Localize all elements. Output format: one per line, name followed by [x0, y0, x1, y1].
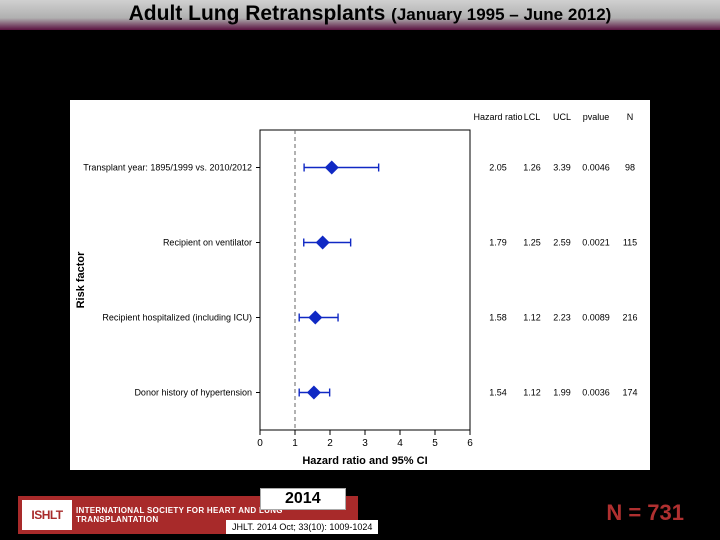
svg-text:1.58: 1.58 — [489, 313, 507, 323]
svg-text:UCL: UCL — [553, 112, 571, 122]
svg-text:0.0021: 0.0021 — [582, 238, 610, 248]
svg-text:Recipient on ventilator: Recipient on ventilator — [163, 238, 252, 248]
svg-text:3: 3 — [362, 438, 368, 449]
footer: ISHLT INTERNATIONAL SOCIETY FOR HEART AN… — [0, 492, 720, 540]
title-date-range: (January 1995 – June 2012) — [391, 5, 611, 24]
svg-text:2.23: 2.23 — [553, 313, 571, 323]
svg-text:1.79: 1.79 — [489, 238, 507, 248]
svg-text:Hazard ratio: Hazard ratio — [473, 112, 522, 122]
svg-text:174: 174 — [622, 388, 637, 398]
svg-text:98: 98 — [625, 163, 635, 173]
svg-text:2.59: 2.59 — [553, 238, 571, 248]
svg-text:Risk factor: Risk factor — [75, 251, 87, 309]
ishlt-acronym: ISHLT — [22, 500, 72, 530]
citation: JHLT. 2014 Oct; 33(10): 1009-1024 — [226, 520, 378, 534]
svg-text:Recipient hospitalized (includ: Recipient hospitalized (including ICU) — [102, 313, 252, 323]
svg-text:0: 0 — [257, 438, 263, 449]
svg-text:Donor history of hypertension: Donor history of hypertension — [134, 388, 252, 398]
svg-text:N: N — [627, 112, 634, 122]
svg-text:Hazard ratio and 95% CI: Hazard ratio and 95% CI — [302, 455, 427, 467]
svg-text:216: 216 — [622, 313, 637, 323]
svg-text:0.0089: 0.0089 — [582, 313, 610, 323]
svg-text:1.26: 1.26 — [523, 163, 541, 173]
svg-text:1.99: 1.99 — [553, 388, 571, 398]
forest-plot-svg: 0 1 2 3 4 5 6 Hazard ratio and 95% CI Hazard rat… — [70, 100, 650, 470]
year-badge: 2014 — [260, 488, 346, 510]
svg-text:2: 2 — [327, 438, 333, 449]
title-block: Adult Lung Retransplants (January 1995 –… — [50, 2, 690, 76]
sample-size-label: N = 731 — [606, 500, 684, 526]
svg-text:LCL: LCL — [524, 112, 541, 122]
svg-text:2.05: 2.05 — [489, 163, 507, 173]
svg-text:1.54: 1.54 — [489, 388, 507, 398]
svg-text:4: 4 — [397, 438, 403, 449]
svg-text:115: 115 — [623, 238, 637, 248]
svg-text:3.39: 3.39 — [553, 163, 571, 173]
svg-text:Transplant year: 1895/1999 vs.: Transplant year: 1895/1999 vs. 2010/2012 — [83, 163, 252, 173]
svg-text:0.0046: 0.0046 — [582, 163, 610, 173]
svg-text:1.25: 1.25 — [523, 238, 541, 248]
subtitle-1: Retransplant recipients — [50, 28, 690, 51]
svg-text:1.12: 1.12 — [523, 313, 541, 323]
svg-text:1.12: 1.12 — [523, 388, 541, 398]
title-main-text: Adult Lung Retransplants — [129, 2, 386, 25]
svg-text:1: 1 — [292, 438, 298, 449]
subtitle-2: Risk Factors For 1 Year Mortality — [50, 53, 690, 76]
forest-plot: 0 1 2 3 4 5 6 Hazard ratio and 95% CI Hazard rat… — [70, 100, 650, 470]
page-title: Adult Lung Retransplants (January 1995 –… — [50, 2, 690, 26]
svg-text:0.0036: 0.0036 — [582, 388, 610, 398]
svg-text:pvalue: pvalue — [583, 112, 610, 122]
svg-text:5: 5 — [432, 438, 438, 449]
svg-text:6: 6 — [467, 438, 473, 449]
